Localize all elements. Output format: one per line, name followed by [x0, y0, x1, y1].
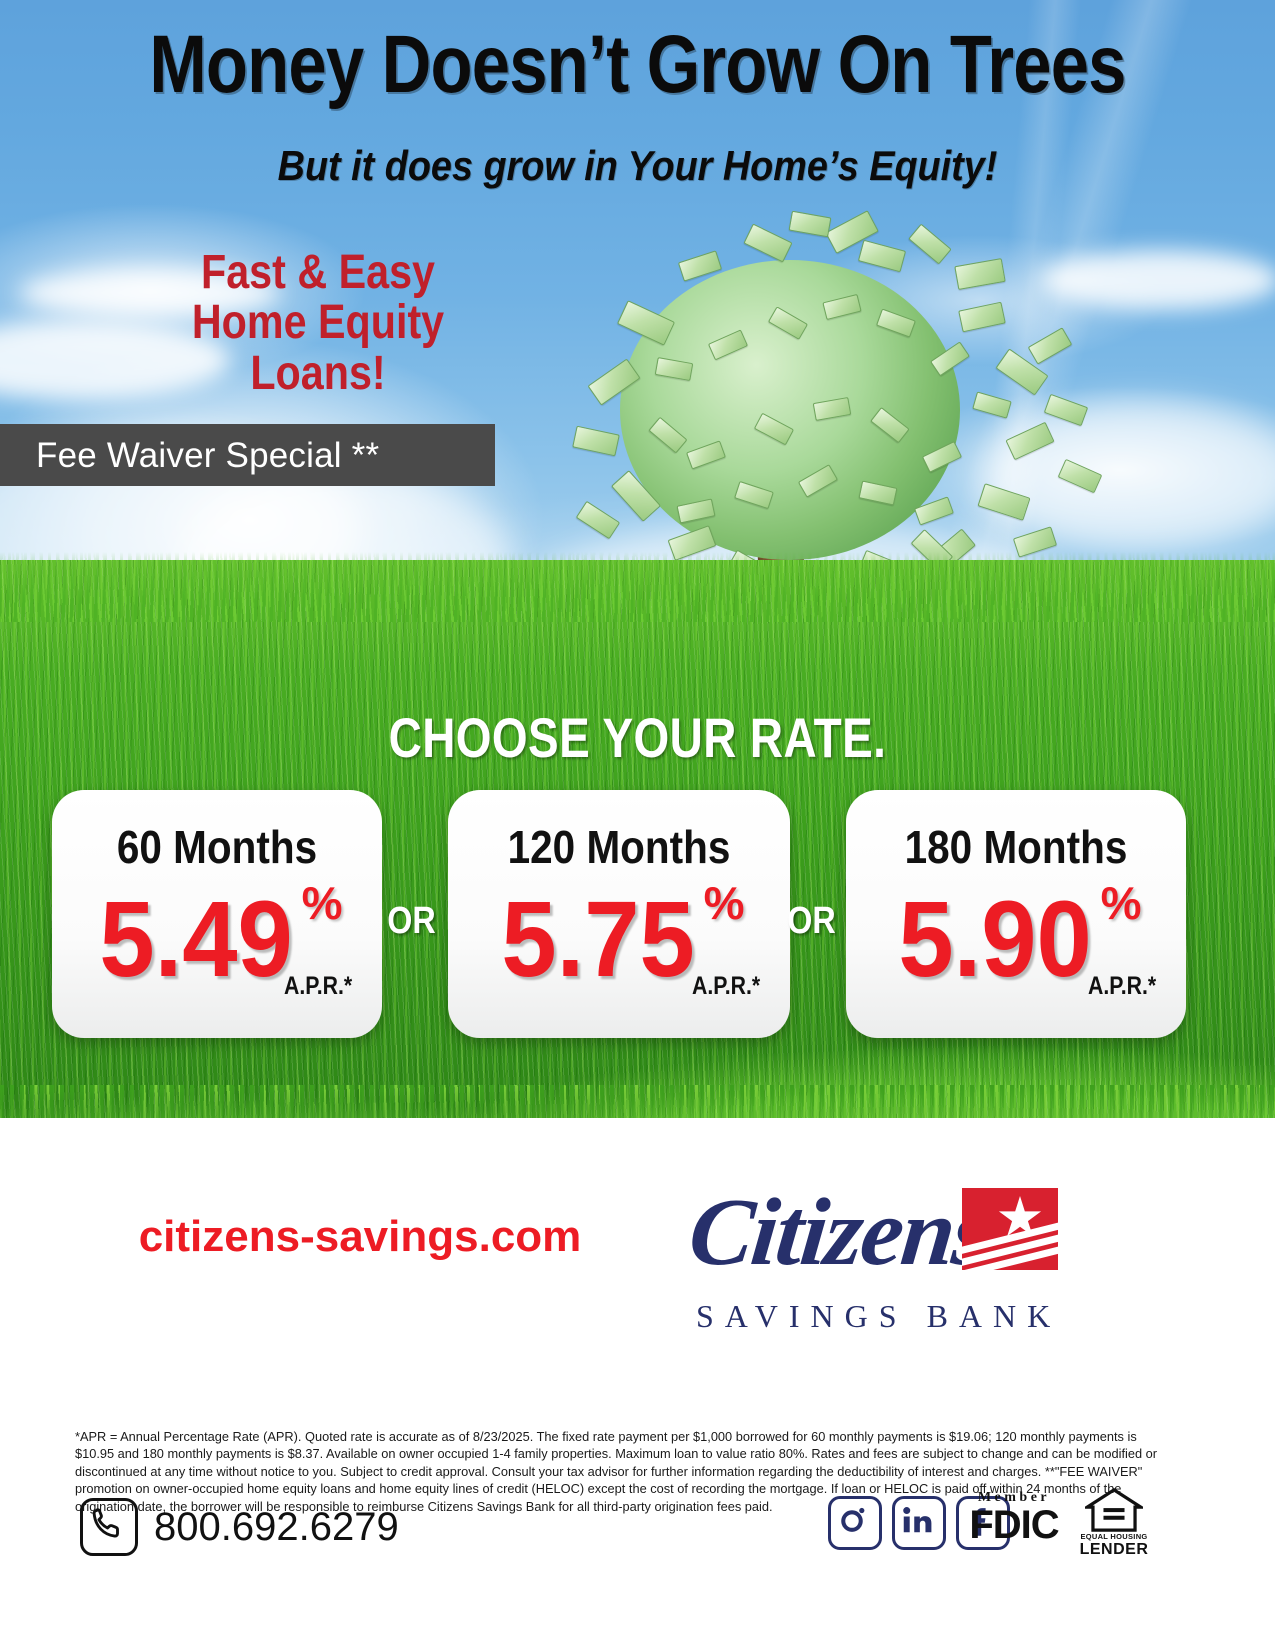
or-separator-2: OR: [787, 900, 836, 942]
percent-symbol: %: [301, 877, 343, 929]
promo-line-2: Home Equity Loans!: [191, 296, 445, 400]
rate-card-60-months[interactable]: 60 Months 5.49 % A.P.R.*: [52, 790, 382, 1038]
rates-heading: CHOOSE YOUR RATE.: [388, 706, 887, 769]
member-fdic-badge: Member FDIC: [968, 1490, 1060, 1547]
promo-line-1: Fast & Easy: [200, 246, 436, 299]
dollar-bill: [572, 425, 620, 457]
rate-card-180-months[interactable]: 180 Months 5.90 % A.P.R.*: [846, 790, 1186, 1038]
phone-icon: [80, 1498, 138, 1556]
apr-label: A.P.R.*: [1087, 972, 1156, 1000]
instagram-icon[interactable]: [828, 1496, 882, 1550]
rate-number: 5.75: [501, 877, 696, 999]
promo-text: Fast & Easy Home Equity Loans!: [120, 246, 516, 400]
fdic-name: FDIC: [969, 1503, 1059, 1547]
rate-card-term: 60 Months: [116, 821, 318, 873]
dollar-bill: [972, 391, 1012, 419]
equal-housing-line-1: EQUAL HOUSING: [1080, 1532, 1148, 1541]
dollar-bill: [575, 500, 621, 540]
tree-canopy: [620, 260, 960, 560]
apr-label: A.P.R.*: [691, 972, 760, 1000]
footer-area: [0, 1118, 1275, 1650]
rate-value-row: 5.75 %: [448, 876, 790, 999]
dollar-bill: [1043, 393, 1089, 427]
dollar-bill: [954, 257, 1006, 291]
equal-housing-lender-badge: EQUAL HOUSING LENDER: [1078, 1487, 1150, 1559]
money-tree-illustration: [560, 210, 1180, 708]
cloud-wisp: [0, 320, 230, 400]
rate-number: 5.49: [99, 877, 294, 999]
apr-label: A.P.R.*: [283, 972, 352, 1000]
dollar-bill: [977, 483, 1031, 521]
phone-number[interactable]: 800.692.6279: [154, 1504, 399, 1549]
dollar-bill: [1057, 458, 1103, 494]
fdic-member-label: Member: [977, 1490, 1051, 1505]
percent-symbol: %: [703, 877, 745, 929]
cloud-wisp: [20, 270, 280, 316]
rate-number: 5.90: [898, 877, 1093, 999]
flag-star-emblem: [962, 1188, 1058, 1270]
equal-housing-icon: [1081, 1487, 1147, 1532]
cloud-wisp: [1040, 250, 1275, 310]
legal-disclaimer: *APR = Annual Percentage Rate (APR). Quo…: [75, 1429, 1158, 1514]
rate-value-row: 5.90 %: [846, 876, 1186, 999]
dollar-bill: [1027, 327, 1073, 365]
cloud-puff: [980, 400, 1275, 550]
rate-value-row: 5.49 %: [52, 876, 382, 999]
rate-card-term: 180 Months: [904, 821, 1128, 873]
facebook-icon[interactable]: [956, 1496, 1010, 1550]
grass-top-edge: [0, 552, 1275, 622]
linkedin-icon[interactable]: [892, 1496, 946, 1550]
social-links[interactable]: [828, 1496, 1010, 1550]
dollar-bill: [1005, 421, 1055, 461]
website-link[interactable]: citizens-savings.com: [138, 1212, 582, 1261]
logo-wordmark: SAVINGS BANK: [696, 1298, 1062, 1334]
page-headline: Money Doesn’t Grow On Trees: [149, 19, 1126, 110]
phone-contact[interactable]: 800.692.6279: [80, 1498, 399, 1556]
dollar-bill: [958, 301, 1006, 333]
page-subheadline: But it does grow in Your Home’s Equity!: [277, 142, 998, 189]
citizens-savings-bank-logo: Citizens SAVINGS BANK: [684, 1170, 1090, 1355]
equal-housing-line-2: LENDER: [1079, 1541, 1149, 1558]
dollar-bill: [857, 239, 907, 273]
rate-card-term: 120 Months: [507, 821, 731, 873]
rate-card-120-months[interactable]: 120 Months 5.75 % A.P.R.*: [448, 790, 790, 1038]
logo-script-name: Citizens: [684, 1178, 995, 1285]
or-separator-1: OR: [387, 900, 436, 942]
percent-symbol: %: [1100, 877, 1142, 929]
fee-waiver-label: Fee Waiver Special **: [36, 436, 380, 475]
fee-waiver-banner: Fee Waiver Special **: [0, 424, 495, 486]
